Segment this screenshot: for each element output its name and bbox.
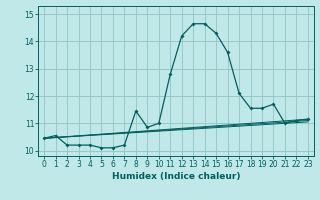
X-axis label: Humidex (Indice chaleur): Humidex (Indice chaleur)	[112, 172, 240, 181]
